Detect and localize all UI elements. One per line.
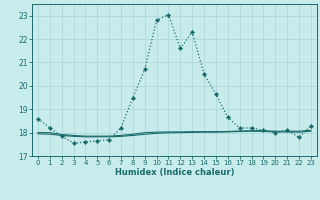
- X-axis label: Humidex (Indice chaleur): Humidex (Indice chaleur): [115, 168, 234, 177]
